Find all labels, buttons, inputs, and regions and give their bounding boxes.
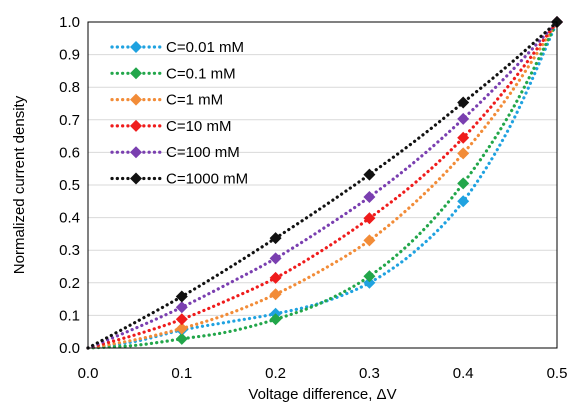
series-line bbox=[86, 20, 559, 350]
series-5 bbox=[86, 16, 563, 350]
legend: C=0.01 mM C=0.1 mM C=1 mM C=10 mM C=100 mM C=… bbox=[110, 39, 248, 188]
data-point bbox=[269, 313, 282, 326]
legend-item: C=0.1 mM bbox=[110, 65, 236, 82]
legend-marker bbox=[130, 146, 142, 159]
data-point bbox=[175, 290, 188, 303]
y-tick-label: 0.7 bbox=[59, 112, 80, 129]
data-point bbox=[175, 301, 188, 314]
data-point bbox=[363, 191, 376, 204]
legend-label: C=1000 mM bbox=[166, 171, 248, 188]
data-point bbox=[457, 147, 470, 160]
y-tick-label: 0.9 bbox=[59, 47, 80, 64]
y-tick-label: 0.8 bbox=[59, 79, 80, 96]
y-tick-label: 0.5 bbox=[59, 177, 80, 194]
y-tick-label: 0.3 bbox=[59, 242, 80, 259]
y-tick-label: 0.1 bbox=[59, 307, 80, 324]
legend-item: C=10 mM bbox=[110, 118, 231, 135]
y-tick-label: 0.2 bbox=[59, 275, 80, 292]
legend-marker bbox=[130, 172, 142, 185]
x-tick-label: 0.5 bbox=[547, 365, 568, 382]
data-point bbox=[457, 195, 470, 208]
x-tick-label: 0.4 bbox=[453, 365, 474, 382]
x-tick-label: 0.0 bbox=[78, 365, 99, 382]
data-point bbox=[457, 177, 470, 190]
legend-item: C=1000 mM bbox=[110, 171, 248, 188]
series-line bbox=[86, 20, 559, 350]
data-point bbox=[269, 232, 282, 245]
series-1 bbox=[86, 16, 563, 350]
legend-label: C=100 mM bbox=[166, 144, 240, 161]
legend-label: C=0.01 mM bbox=[166, 39, 244, 56]
data-point bbox=[175, 322, 188, 335]
data-point bbox=[269, 288, 282, 301]
data-point bbox=[363, 276, 376, 289]
series-2 bbox=[86, 16, 563, 350]
series-line bbox=[86, 20, 559, 350]
data-point bbox=[175, 332, 188, 345]
legend-item: C=100 mM bbox=[110, 144, 240, 161]
y-axis-title: Normalized current density bbox=[11, 95, 28, 274]
series-3 bbox=[86, 16, 563, 350]
x-tick-label: 0.1 bbox=[171, 365, 192, 382]
y-tick-label: 0.6 bbox=[59, 144, 80, 161]
legend-marker bbox=[130, 67, 142, 80]
series-layer bbox=[86, 16, 563, 350]
x-tick-label: 0.2 bbox=[265, 365, 286, 382]
data-point bbox=[175, 313, 188, 326]
series-line bbox=[86, 20, 559, 350]
series-4 bbox=[86, 16, 563, 350]
data-point bbox=[457, 112, 470, 125]
data-point bbox=[457, 131, 470, 144]
legend-marker bbox=[130, 119, 142, 132]
legend-label: C=10 mM bbox=[166, 118, 231, 135]
series-0 bbox=[86, 16, 563, 350]
data-point bbox=[363, 270, 376, 283]
data-point bbox=[363, 168, 376, 181]
data-point bbox=[457, 96, 470, 109]
gridlines bbox=[88, 54, 557, 316]
tick-labels: 0.0 0.1 0.2 0.3 0.4 0.5 0.6 0.7 0.8 0.9 1.0 0.0 0.1 0… bbox=[59, 14, 567, 382]
x-tick-label: 0.3 bbox=[359, 365, 380, 382]
y-tick-label: 0.4 bbox=[59, 210, 80, 227]
legend-item: C=0.01 mM bbox=[110, 39, 244, 56]
plot-frame bbox=[87, 21, 558, 349]
data-point bbox=[363, 234, 376, 247]
data-point bbox=[269, 252, 282, 265]
legend-marker bbox=[130, 41, 142, 53]
y-tick-label: 1.0 bbox=[59, 14, 80, 31]
x-axis-title: Voltage difference, ΔV bbox=[248, 386, 396, 403]
legend-item: C=1 mM bbox=[110, 92, 223, 109]
legend-marker bbox=[130, 93, 142, 106]
legend-label: C=0.1 mM bbox=[166, 65, 236, 82]
y-tick-label: 0.0 bbox=[59, 340, 80, 357]
series-line bbox=[86, 20, 559, 350]
data-point bbox=[363, 212, 376, 225]
legend-label: C=1 mM bbox=[166, 92, 223, 109]
data-point bbox=[269, 271, 282, 284]
